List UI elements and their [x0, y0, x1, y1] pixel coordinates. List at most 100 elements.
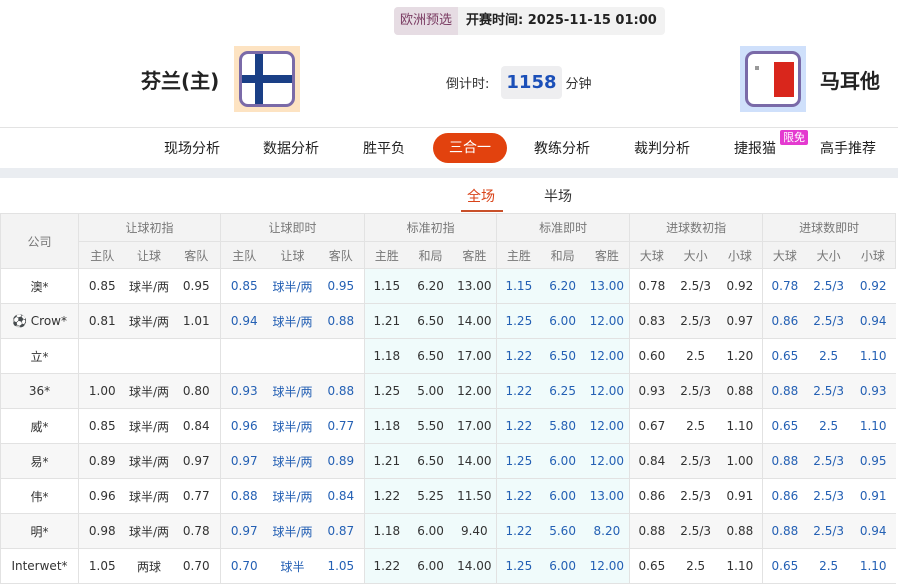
odds-cell: 1.10: [717, 408, 763, 444]
odds-cell: 14.00: [452, 303, 497, 339]
company-cell[interactable]: 伟*: [0, 478, 79, 514]
odds-cell: 2.5: [673, 338, 718, 374]
away-team[interactable]: 马耳他: [740, 46, 880, 112]
odds-cell: 球半/两: [267, 478, 318, 514]
odds-cell: 1.18: [364, 408, 409, 444]
odds-cell: 5.25: [408, 478, 453, 514]
company-cell[interactable]: 明*: [0, 513, 79, 549]
odds-cell: 1.10: [850, 548, 896, 584]
odds-cell: 0.96: [220, 408, 268, 444]
odds-cell: 0.70: [220, 548, 268, 584]
nav-onsite-analysis[interactable]: 现场分析: [164, 141, 220, 157]
odds-cell: 0.88: [762, 513, 807, 549]
odds-cell: 1.21: [364, 443, 409, 479]
odds-cell: 6.00: [408, 513, 453, 549]
odds-cell: 0.97: [172, 443, 221, 479]
odds-cell: 0.85: [78, 268, 126, 304]
company-name: Interwet*: [11, 559, 68, 573]
company-cell[interactable]: Interwet*: [0, 548, 79, 584]
odds-cell: 11.50: [452, 478, 497, 514]
sub-header: 主队: [220, 241, 268, 269]
odds-cell: 0.95: [317, 268, 365, 304]
odds-cell: 14.00: [452, 443, 497, 479]
kickoff-value: 2025-11-15 01:00: [527, 13, 657, 28]
countdown-value: 1158: [501, 66, 562, 99]
nav-three-in-one[interactable]: 三合一: [433, 133, 507, 163]
company-cell[interactable]: 立*: [0, 338, 79, 374]
nav-win-draw-loss[interactable]: 胜平负: [363, 141, 405, 157]
table-row: 36* 1.00 球半/两 0.80 0.93 球半/两 0.88 1.25 5.00 12.00…: [0, 373, 896, 409]
odds-cell: 1.25: [496, 548, 541, 584]
finland-flag-icon: [234, 46, 301, 112]
odds-cell: 2.5/3: [673, 373, 718, 409]
odds-cell: 2.5: [673, 548, 718, 584]
sub-header: 客队: [172, 241, 222, 269]
odds-cell: 1.01: [172, 303, 221, 339]
odds-cell: 5.80: [540, 408, 585, 444]
soccer-ball-icon: ⚽: [12, 314, 31, 328]
odds-cell: 0.77: [172, 478, 221, 514]
odds-cell: 0.94: [850, 303, 896, 339]
nav-coach-analysis[interactable]: 教练分析: [534, 141, 590, 157]
odds-cell: 0.88: [317, 303, 365, 339]
league-label[interactable]: 欧洲预选: [394, 7, 459, 35]
analysis-nav: 现场分析 数据分析 胜平负 三合一 教练分析 裁判分析 捷报猫 限免 高手推荐: [0, 127, 898, 168]
odds-cell: 0.84: [629, 443, 674, 479]
nav-data-analysis[interactable]: 数据分析: [263, 141, 319, 157]
odds-cell: 0.97: [717, 303, 763, 339]
odds-cell: 2.5/3: [673, 443, 718, 479]
odds-cell: 12.00: [452, 373, 497, 409]
odds-cell: 2.5/3: [806, 373, 851, 409]
home-team[interactable]: 芬兰(主): [141, 46, 301, 112]
sub-header: 客胜: [452, 241, 498, 269]
sub-header: 大小: [673, 241, 718, 269]
odds-cell: 13.00: [584, 478, 630, 514]
nav-jiebao-cat[interactable]: 捷报猫: [734, 141, 776, 157]
odds-cell: 5.60: [540, 513, 585, 549]
odds-cell: 0.65: [762, 338, 807, 374]
sub-header: 主队: [78, 241, 126, 269]
odds-cell: 5.50: [408, 408, 453, 444]
odds-cell: 2.5/3: [673, 268, 718, 304]
odds-cell: 6.25: [540, 373, 585, 409]
odds-cell: 2.5/3: [673, 478, 718, 514]
free-badge: 限免: [780, 130, 808, 145]
odds-cell: 2.5/3: [673, 303, 718, 339]
odds-cell: 0.85: [220, 268, 268, 304]
odds-cell: 1.18: [364, 513, 409, 549]
odds-cell: 球半/两: [125, 513, 173, 549]
company-cell[interactable]: ⚽ Crow*: [0, 303, 79, 339]
sub-header: 客队: [317, 241, 366, 269]
table-row: Interwet* 1.05 两球 0.70 0.70 球半 1.05 1.22 6.00 14.…: [0, 548, 896, 584]
odds-cell: 0.78: [172, 513, 221, 549]
odds-cell: 1.10: [717, 548, 763, 584]
odds-cell: 13.00: [452, 268, 497, 304]
nav-referee-analysis[interactable]: 裁判分析: [634, 141, 690, 157]
odds-cell: 0.94: [850, 513, 896, 549]
odds-cell: 9.40: [452, 513, 497, 549]
odds-cell: 6.00: [408, 548, 453, 584]
countdown: 倒计时: 1158 分钟: [446, 66, 592, 99]
company-cell[interactable]: 威*: [0, 408, 79, 444]
nav-expert-picks[interactable]: 高手推荐: [820, 141, 876, 157]
group-header: 标准初指: [364, 213, 498, 242]
match-info-badge: 欧洲预选 开赛时间: 2025-11-15 01:00: [394, 7, 665, 35]
odds-cell: 6.50: [540, 338, 585, 374]
tab-full-time[interactable]: 全场: [467, 189, 495, 205]
odds-cell: 1.22: [496, 373, 541, 409]
odds-cell: 0.86: [762, 478, 807, 514]
company-cell[interactable]: 易*: [0, 443, 79, 479]
odds-cell: 1.25: [364, 373, 409, 409]
odds-cell: [78, 338, 126, 374]
odds-cell: 球半/两: [267, 268, 318, 304]
company-cell[interactable]: 澳*: [0, 268, 79, 304]
table-row: 立* 1.18 6.50 17.00 1.22 6.50 12.00 0.60 2.5 1.20 0…: [0, 338, 896, 374]
odds-cell: 0.89: [78, 443, 126, 479]
odds-cell: 1.22: [496, 513, 541, 549]
company-cell[interactable]: 36*: [0, 373, 79, 409]
odds-cell: 12.00: [584, 443, 630, 479]
divider-band: [0, 168, 898, 178]
odds-cell: 球半/两: [125, 408, 173, 444]
company-name: 易*: [30, 454, 49, 469]
tab-half-time[interactable]: 半场: [544, 189, 572, 205]
